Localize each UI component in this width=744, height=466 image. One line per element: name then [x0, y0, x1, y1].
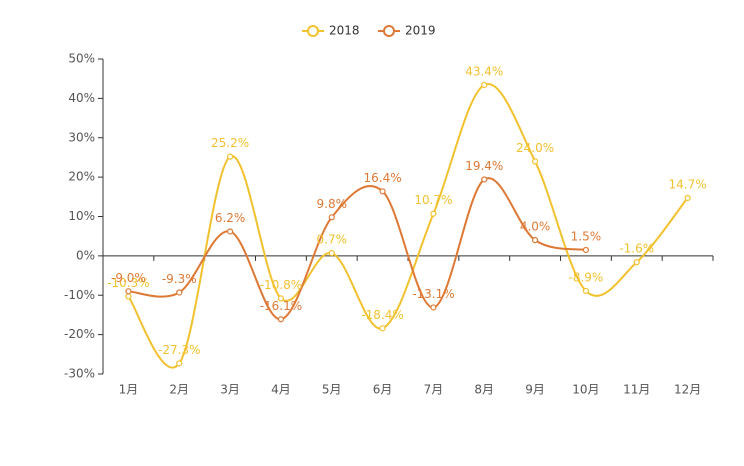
data-label: 14.7% [669, 177, 707, 191]
data-label: 24.0% [516, 141, 554, 155]
point [379, 325, 386, 332]
x-tick-label: 11月 [623, 383, 650, 397]
point [277, 295, 285, 302]
point [531, 237, 539, 244]
point [176, 360, 183, 367]
data-label: -27.3% [158, 343, 200, 357]
data-label: 10.7% [414, 193, 452, 207]
y-tick-label: -30% [64, 367, 95, 381]
point [226, 228, 234, 235]
data-label: -9.0% [111, 271, 146, 285]
data-label: -1.6% [619, 242, 654, 256]
x-tick-label: 3月 [220, 383, 240, 397]
data-label: -13.1% [412, 287, 454, 301]
data-label: -9.3% [162, 272, 197, 286]
x-tick-label: 2月 [169, 383, 189, 397]
point [328, 214, 335, 221]
x-tick-label: 10月 [572, 383, 599, 397]
data-label: 16.4% [364, 171, 402, 185]
legend-marker[interactable] [307, 25, 319, 37]
point [582, 287, 590, 295]
data-label: 19.4% [465, 159, 503, 173]
x-tick-label: 6月 [373, 383, 393, 397]
point [379, 188, 386, 195]
x-tick-label: 4月 [271, 383, 291, 397]
point [430, 210, 437, 217]
point [125, 293, 132, 300]
data-label: 1.5% [571, 229, 602, 243]
legend-label[interactable]: 2019 [405, 24, 436, 38]
legend-label[interactable]: 2018 [329, 24, 360, 38]
x-tick-label: 12月 [674, 383, 701, 397]
y-tick-label: -10% [64, 288, 95, 302]
point [481, 81, 488, 89]
data-label: 43.4% [465, 64, 503, 78]
x-tick-label: 1月 [119, 383, 139, 397]
y-tick-label: 10% [68, 209, 95, 223]
x-tick-label: 9月 [525, 383, 545, 397]
point [633, 259, 640, 266]
legend-marker[interactable] [383, 25, 395, 37]
y-tick-label: 40% [68, 91, 95, 105]
data-label: 9.8% [317, 197, 348, 211]
x-tick-label: 5月 [322, 383, 342, 397]
line-series [127, 83, 689, 369]
data-label: 4.0% [520, 220, 551, 234]
point [176, 289, 183, 296]
point [226, 153, 234, 160]
y-tick-label: 30% [68, 130, 95, 144]
data-label: 0.7% [317, 233, 348, 247]
data-label: -8.9% [569, 270, 604, 284]
data-label: -18.4% [361, 308, 403, 322]
line-series [128, 177, 587, 321]
x-tick-label: 7月 [424, 383, 444, 397]
data-label: 25.2% [211, 136, 249, 150]
y-tick-label: 0% [76, 248, 95, 262]
point [125, 288, 132, 295]
point [582, 246, 590, 254]
point [277, 316, 285, 323]
x-tick-label: 8月 [474, 383, 494, 397]
point [531, 158, 539, 165]
point [684, 194, 691, 202]
point [430, 304, 437, 311]
data-label: 6.2% [215, 211, 246, 225]
data-label: -16.1% [260, 299, 302, 313]
data-label: -10.3% [107, 276, 149, 290]
y-tick-label: 20% [68, 170, 95, 184]
point [328, 250, 335, 257]
y-tick-label: -20% [64, 327, 95, 341]
data-label: -10.8% [260, 278, 302, 292]
point [481, 176, 488, 183]
y-tick-label: 50% [68, 52, 95, 66]
